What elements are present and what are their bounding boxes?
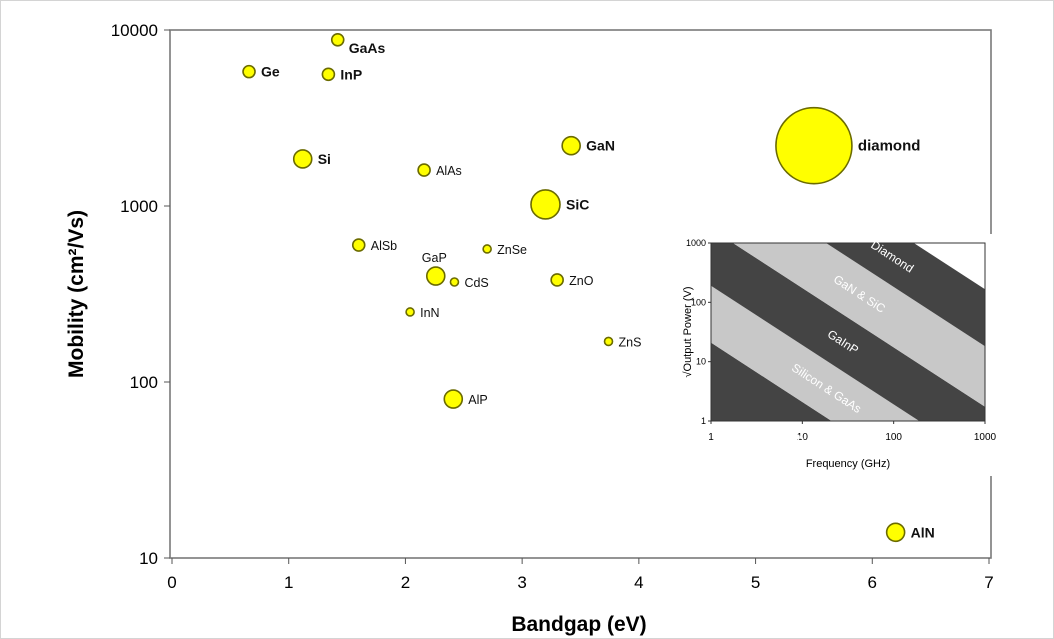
inset-x-tick-label: 10 [797, 432, 809, 443]
point-label: InP [340, 66, 362, 82]
inset-frame [710, 242, 986, 422]
point-marker [292, 149, 313, 169]
point-sic: SiC [530, 189, 589, 220]
point-label: GaAs [349, 40, 386, 56]
inset-bands [711, 243, 985, 421]
point-marker [885, 522, 906, 543]
point-aln: AlN [885, 522, 935, 543]
inset-y-tick-label: 10 [696, 357, 706, 367]
band-gan-sic [732, 243, 985, 407]
band-silicon-gaas [711, 285, 920, 421]
point-marker [603, 336, 614, 347]
main-data-points: GaAs Ge InP Si GaN AlAs SiC diamond AlSb ZnSe GaP C… [242, 32, 935, 543]
inset-y-tick-label: 1 [701, 416, 706, 426]
y-tick-label: 100 [130, 373, 158, 392]
main-y-axis: 10 100 1000 10000 [111, 21, 170, 568]
x-tick-label: 4 [634, 573, 643, 592]
point-inp: InP [321, 66, 362, 82]
point-label: Si [318, 151, 331, 167]
point-marker [443, 389, 464, 409]
point-label: AlAs [436, 164, 462, 178]
inset-y-tick-label: 100 [691, 297, 706, 307]
point-label: Ge [261, 64, 280, 80]
x-tick-label: 7 [984, 573, 993, 592]
point-label: GaN [586, 138, 615, 154]
y-tick-label: 10000 [111, 21, 158, 40]
point-marker [449, 277, 460, 287]
point-label: AlSb [371, 239, 397, 253]
point-marker [330, 32, 345, 47]
point-marker [550, 273, 564, 287]
point-label: ZnO [569, 274, 594, 288]
main-x-axis: 0 1 2 3 4 5 6 7 [167, 558, 994, 592]
point-marker [321, 67, 336, 82]
point-label: ZnSe [497, 243, 527, 257]
point-marker [405, 307, 415, 317]
inset-x-tick-label: 100 [885, 432, 902, 443]
x-tick-label: 0 [167, 573, 176, 592]
point-gan: GaN [561, 135, 615, 156]
point-diamond: diamond [775, 106, 921, 185]
main-y-axis-label: Mobility (cm²/Vs) [65, 210, 88, 378]
point-marker [482, 244, 492, 254]
point-zno: ZnO [550, 273, 594, 288]
inset-x-tick-label: 1000 [974, 432, 997, 443]
main-x-axis-label: Bandgap (eV) [511, 613, 646, 636]
point-marker [530, 189, 561, 220]
point-marker [417, 163, 431, 177]
point-cds: CdS [449, 276, 489, 290]
x-tick-label: 6 [868, 573, 877, 592]
x-tick-label: 2 [401, 573, 410, 592]
inset-plot-area [711, 243, 985, 421]
point-marker [425, 266, 446, 286]
y-tick-label: 1000 [120, 197, 158, 216]
band-diamond [826, 243, 985, 347]
point-gaas: GaAs [330, 32, 386, 56]
point-marker [242, 64, 256, 79]
y-tick-label: 10 [139, 549, 158, 568]
point-label: diamond [858, 138, 921, 155]
point-alp: AlP [443, 389, 488, 409]
point-label: AlN [911, 524, 935, 540]
point-alsb: AlSb [351, 238, 397, 253]
x-tick-label: 5 [751, 573, 760, 592]
point-marker [351, 238, 366, 252]
point-si: Si [292, 149, 331, 169]
inset-x-axis-label: Frequency (GHz) [806, 458, 890, 470]
point-label: CdS [464, 276, 488, 290]
point-label: GaP [422, 251, 447, 265]
point-label: ZnS [619, 335, 642, 349]
point-label: AlP [468, 393, 487, 407]
point-marker [561, 135, 581, 156]
band-gainp [711, 243, 985, 421]
point-ge: Ge [242, 64, 280, 80]
inset-y-axis: 1 10 100 1000 [686, 238, 711, 426]
point-znse: ZnSe [482, 243, 527, 257]
point-gap: GaP [422, 251, 447, 286]
point-label: SiC [566, 196, 589, 212]
x-tick-label: 3 [517, 573, 526, 592]
inset-y-axis-label: √Output Power (V) [682, 286, 694, 377]
point-inn: InN [405, 306, 440, 320]
inset-x-tick-label: 1 [708, 432, 714, 443]
point-marker [775, 106, 853, 185]
point-zns: ZnS [603, 335, 642, 349]
point-label: InN [420, 306, 439, 320]
inset-y-tick-label: 1000 [686, 238, 706, 248]
point-alas: AlAs [417, 163, 462, 178]
x-tick-label: 1 [284, 573, 293, 592]
